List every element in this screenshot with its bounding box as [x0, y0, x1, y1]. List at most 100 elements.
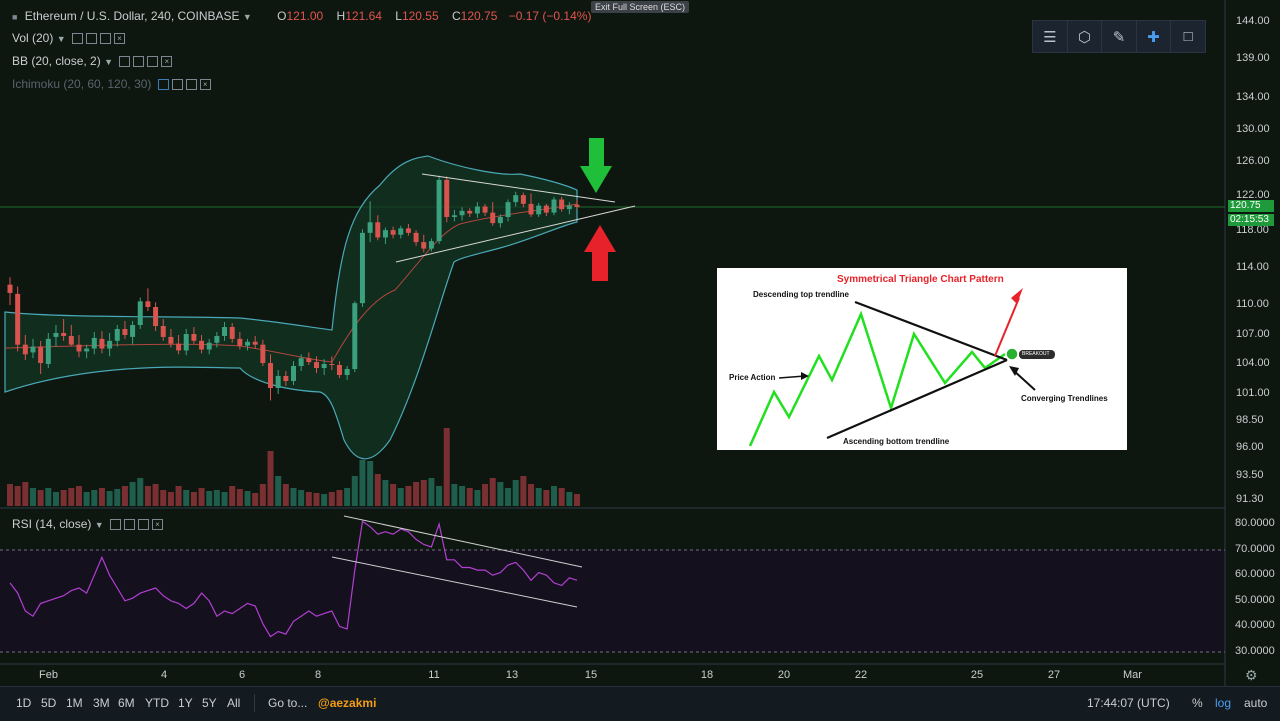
ascending-trendline[interactable]	[395, 205, 636, 263]
candle-body	[321, 364, 327, 368]
time-axis-label: 27	[1047, 669, 1061, 681]
low-value: 120.55	[401, 9, 439, 23]
percent-toggle[interactable]: %	[1192, 696, 1203, 710]
candle-body	[543, 205, 549, 213]
source-icon[interactable]	[99, 33, 111, 45]
settings-icon[interactable]	[85, 33, 97, 45]
goto-button[interactable]: Go to...	[268, 696, 308, 710]
range-button-3m[interactable]: 3M	[93, 696, 110, 710]
volume-bar	[520, 476, 527, 506]
time-axis-label: 13	[505, 669, 519, 681]
volume-bar	[313, 493, 320, 506]
frame-icon[interactable]: □	[1183, 28, 1193, 45]
log-toggle[interactable]: log	[1215, 696, 1232, 710]
candle-body	[38, 346, 44, 364]
shape-icon[interactable]: ⬡	[1068, 21, 1103, 52]
volume-bar	[160, 490, 167, 506]
range-button-1d[interactable]: 1D	[16, 696, 32, 710]
eye-icon[interactable]	[109, 519, 121, 531]
pen-icon[interactable]: ✎	[1102, 21, 1137, 52]
indicator-vol[interactable]: Vol (20) ▼ ×	[12, 31, 125, 45]
utc-clock[interactable]: 17:44:07 (UTC)	[1087, 696, 1170, 710]
source-icon[interactable]	[147, 56, 159, 68]
symbol-header: ■ Ethereum / U.S. Dollar, 240, COINBASE …	[12, 9, 591, 23]
volume-bar	[298, 490, 305, 506]
range-button-1m[interactable]: 1M	[66, 696, 83, 710]
indicator-rsi[interactable]: RSI (14, close) ▼ ×	[12, 517, 163, 531]
range-button-ytd[interactable]: YTD	[145, 696, 169, 710]
settings-icon[interactable]	[133, 56, 145, 68]
volume-bar	[75, 486, 82, 506]
candle-body	[436, 179, 442, 242]
time-axis-label: 11	[428, 669, 440, 681]
range-button-all[interactable]: All	[227, 696, 241, 710]
range-button-1y[interactable]: 1Y	[178, 696, 193, 710]
indicator-bb[interactable]: BB (20, close, 2) ▼ ×	[12, 54, 173, 68]
candle-body	[459, 210, 465, 216]
volume-bar	[382, 480, 389, 506]
source-icon[interactable]	[185, 79, 197, 91]
volume-bar	[328, 492, 335, 506]
chevron-down-icon[interactable]: ▼	[56, 34, 66, 44]
eye-icon[interactable]	[71, 33, 83, 45]
volume-bar	[512, 480, 519, 506]
candle-body	[245, 341, 251, 346]
candle-body	[359, 232, 365, 304]
indicator-rsi-label[interactable]: RSI (14, close)	[12, 517, 92, 531]
candle-body	[505, 202, 511, 217]
candle-body	[268, 363, 274, 388]
volume-bars	[7, 428, 580, 506]
auto-toggle[interactable]: auto	[1244, 696, 1268, 710]
volume-bar	[52, 492, 59, 506]
range-button-5d[interactable]: 5D	[41, 696, 57, 710]
drag-handle-icon[interactable]: ■	[12, 12, 18, 22]
menu-lines-icon[interactable]: ☰	[1033, 21, 1068, 52]
volume-bar	[198, 488, 205, 506]
candle-body	[7, 284, 13, 293]
volume-bar	[22, 482, 29, 506]
indicator-vol-label[interactable]: Vol (20)	[12, 31, 54, 45]
source-icon[interactable]	[137, 519, 149, 531]
rsi-upper-channel[interactable]	[343, 515, 583, 568]
descending-trendline[interactable]	[421, 173, 616, 203]
price-axis-label: 134.00	[1236, 91, 1270, 103]
bollinger-bands	[4, 155, 578, 460]
symbol-title[interactable]: Ethereum / U.S. Dollar, 240, COINBASE	[24, 9, 240, 23]
candle-body	[467, 210, 473, 214]
candle-body	[482, 206, 488, 213]
close-icon[interactable]: ×	[113, 33, 125, 45]
indicator-ichimoku[interactable]: Ichimoku (20, 60, 120, 30) ×	[12, 77, 211, 91]
range-button-6m[interactable]: 6M	[118, 696, 135, 710]
crosshair-icon[interactable]: ✚	[1137, 21, 1172, 52]
settings-icon[interactable]	[171, 79, 183, 91]
chevron-down-icon[interactable]: ▼	[94, 520, 104, 530]
volume-bar	[60, 490, 67, 506]
candle-body	[566, 205, 572, 210]
volume-bar	[374, 474, 381, 506]
rsi-lower-channel[interactable]	[331, 556, 578, 608]
volume-bar	[397, 488, 404, 506]
inset-top-trendline	[854, 300, 1008, 362]
eye-icon[interactable]	[119, 56, 131, 68]
volume-bar	[129, 482, 136, 506]
candle-body	[490, 212, 496, 224]
chevron-down-icon[interactable]: ▼	[242, 12, 252, 22]
gear-icon[interactable]: ⚙	[1245, 667, 1258, 683]
close-icon[interactable]: ×	[151, 519, 163, 531]
volume-bar	[459, 486, 466, 506]
candle-body	[22, 344, 28, 355]
candle-body	[252, 341, 258, 345]
range-button-5y[interactable]: 5Y	[202, 696, 217, 710]
chevron-down-icon[interactable]: ▼	[104, 57, 113, 67]
eye-icon[interactable]	[157, 79, 169, 91]
candle-body	[405, 228, 411, 233]
close-icon[interactable]: ×	[161, 56, 173, 68]
volume-bar	[413, 482, 420, 506]
close-icon[interactable]: ×	[199, 79, 211, 91]
indicator-ichimoku-label[interactable]: Ichimoku (20, 60, 120, 30)	[12, 77, 152, 91]
inset-breakout-label: BREAKOUT	[1022, 351, 1050, 357]
indicator-bb-label[interactable]: BB (20, close, 2)	[12, 54, 101, 68]
settings-icon[interactable]	[123, 519, 135, 531]
candle-body	[574, 204, 580, 207]
drawing-toolbar: ☰ ⬡ ✎ ✚ □	[1032, 20, 1206, 53]
